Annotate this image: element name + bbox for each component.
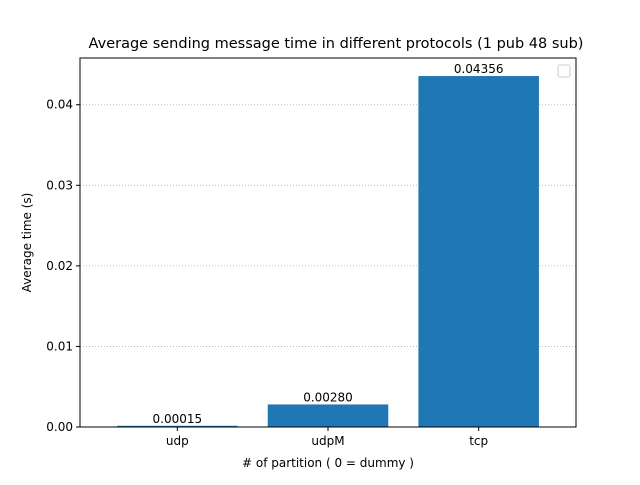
- y-tick-label: 0.04: [46, 98, 73, 112]
- bar-value-label: 0.04356: [454, 62, 504, 76]
- chart-title: Average sending message time in differen…: [89, 36, 584, 52]
- bar-udpM: [267, 404, 389, 427]
- y-axis-label: Average time (s): [20, 193, 34, 293]
- x-tick-label: tcp: [469, 434, 488, 448]
- bar-value-labels: 0.00015 0.00280 0.04356: [153, 62, 504, 426]
- x-axis-ticks: udp udpM tcp: [166, 427, 488, 448]
- bar-udp: [117, 425, 238, 427]
- bar-tcp: [418, 76, 539, 427]
- y-tick-label: 0.00: [46, 420, 73, 434]
- x-axis-label: # of partition ( 0 = dummy ): [242, 456, 414, 470]
- y-tick-label: 0.02: [46, 259, 73, 273]
- x-tick-label: udp: [166, 434, 189, 448]
- y-tick-label: 0.01: [46, 339, 73, 353]
- bar-value-label: 0.00015: [153, 412, 203, 426]
- bars: [117, 76, 539, 427]
- x-tick-label: udpM: [311, 434, 344, 448]
- y-tick-label: 0.03: [46, 178, 73, 192]
- legend: [557, 64, 571, 78]
- y-axis-ticks: 0.00 0.01 0.02 0.03 0.04: [46, 98, 80, 434]
- bar-value-label: 0.00280: [303, 390, 353, 404]
